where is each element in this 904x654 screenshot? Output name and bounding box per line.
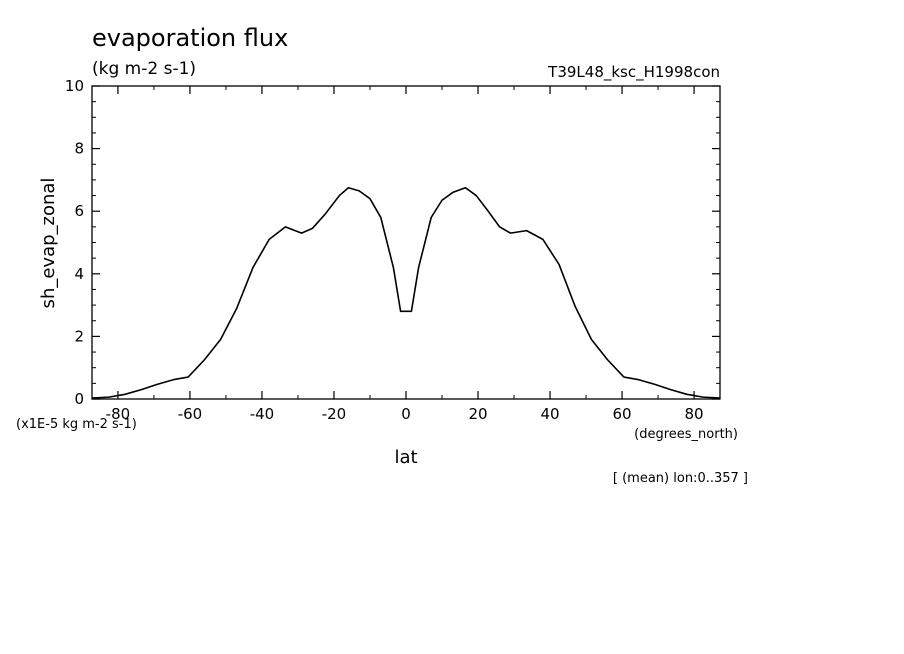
run-label: T39L48_ksc_H1998con (547, 63, 720, 82)
x-units-label: (degrees_north) (634, 427, 738, 442)
x-tick-label: -60 (178, 405, 203, 423)
y-units-label: (x1E-5 kg m-2 s-1) (16, 417, 137, 432)
x-tick-label: 40 (540, 405, 559, 423)
y-axis-label: sh_evap_zonal (38, 178, 59, 309)
y-tick-label: 2 (74, 327, 84, 345)
tick-labels: -80 -60 -40 -20 0 20 40 60 80 0 2 4 6 8 10 (65, 77, 704, 423)
x-tick-label: 80 (685, 405, 704, 423)
y-tick-label: 0 (74, 390, 84, 408)
x-axis-label: lat (394, 447, 417, 468)
footnote: [ (mean) lon:0..357 ] (613, 471, 748, 486)
y-tick-label: 8 (74, 140, 84, 158)
y-tick-label: 6 (74, 202, 84, 220)
x-tick-label: 20 (468, 405, 487, 423)
axes (91, 85, 721, 400)
x-tick-label: -80 (106, 405, 131, 423)
x-tick-label: 0 (401, 405, 411, 423)
x-tick-label: 60 (613, 405, 632, 423)
x-tick-label: -40 (250, 405, 275, 423)
chart-subtitle: (kg m-2 s-1) (92, 59, 196, 79)
y-tick-label: 10 (65, 77, 84, 95)
y-tick-label: 4 (74, 265, 84, 283)
series-line (91, 186, 721, 399)
x-tick-label: -20 (322, 405, 347, 423)
ticks (92, 85, 720, 400)
chart-title: evaporation flux (92, 24, 288, 52)
plot-frame (91, 85, 721, 400)
